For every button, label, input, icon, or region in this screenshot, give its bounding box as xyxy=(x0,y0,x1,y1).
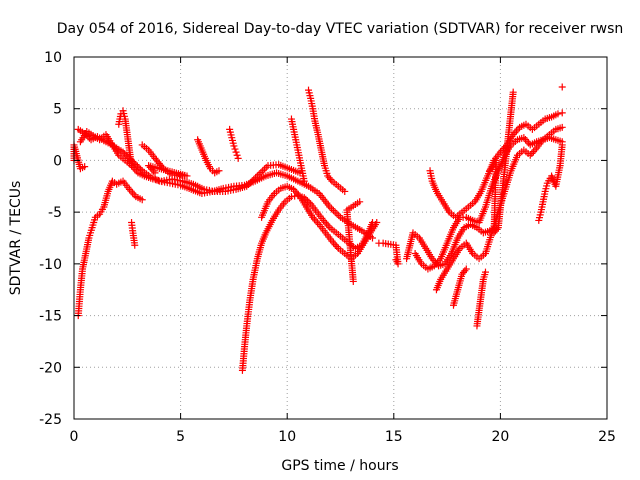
data-point xyxy=(330,239,338,247)
data-point xyxy=(121,150,129,158)
x-tick-labels: 0 5 10 15 20 25 xyxy=(70,429,616,445)
data-point xyxy=(558,109,566,117)
x-tick-label: 10 xyxy=(278,429,296,445)
data-point xyxy=(462,265,470,273)
data-point xyxy=(512,127,520,135)
data-point xyxy=(128,162,136,170)
y-axis-label: SDTVAR / TECUs xyxy=(8,181,24,296)
data-point xyxy=(341,187,349,195)
series-arc-d xyxy=(115,107,136,170)
x-tick-label: 15 xyxy=(385,429,403,445)
series-arc-i xyxy=(258,182,381,263)
data-point xyxy=(509,88,517,96)
data-point xyxy=(119,148,127,156)
data-point xyxy=(233,151,241,159)
data-point xyxy=(373,218,381,226)
series-arc-o xyxy=(411,134,566,273)
y-tick-label: -20 xyxy=(39,360,62,376)
data-point xyxy=(151,169,159,177)
data-point xyxy=(329,206,337,214)
data-point xyxy=(558,123,566,131)
data-point xyxy=(331,241,339,249)
axis-ticks xyxy=(73,56,608,420)
chart-title: Day 054 of 2016, Sidereal Day-to-day VTE… xyxy=(57,21,624,37)
data-point xyxy=(333,210,341,218)
y-tick-label: -15 xyxy=(39,309,62,325)
data-point xyxy=(521,135,529,143)
data-point xyxy=(327,175,335,183)
y-tick-label: -25 xyxy=(39,412,62,428)
series-arc-u xyxy=(535,141,566,224)
series-arc-p xyxy=(426,109,566,221)
grid-lines xyxy=(74,57,607,419)
data-marks xyxy=(70,83,566,374)
series-arc-e xyxy=(128,218,139,249)
x-tick-label: 0 xyxy=(70,429,79,445)
data-point xyxy=(335,212,343,220)
plot-frame xyxy=(73,56,608,420)
series-arc-r xyxy=(449,265,470,309)
data-point xyxy=(232,148,240,156)
y-tick-label: 5 xyxy=(53,102,62,118)
data-point xyxy=(300,177,308,185)
y-tick-label: 0 xyxy=(53,153,62,169)
data-point xyxy=(259,167,267,175)
data-point xyxy=(127,187,135,195)
data-point xyxy=(554,110,562,118)
x-axis-label: GPS time / hours xyxy=(281,458,398,474)
data-point xyxy=(81,163,89,171)
data-point xyxy=(131,241,139,249)
series-arc-t xyxy=(486,83,566,237)
data-point xyxy=(122,151,130,159)
series-arc-h xyxy=(238,192,376,374)
data-point xyxy=(368,234,376,242)
series-arc-k xyxy=(305,86,349,195)
data-point xyxy=(333,243,341,251)
x-tick-label: 20 xyxy=(491,429,509,445)
y-tick-label: 10 xyxy=(44,50,62,66)
series-arc-f xyxy=(194,136,223,177)
series-arc-g xyxy=(226,125,242,162)
series-arc-s xyxy=(473,268,489,330)
data-point xyxy=(328,205,336,213)
data-point xyxy=(481,268,489,276)
data-point xyxy=(260,165,268,173)
data-point xyxy=(138,196,146,204)
x-tick-label: 25 xyxy=(598,429,616,445)
series-arc-q xyxy=(432,123,566,294)
series-arc-b xyxy=(76,127,304,195)
y-tick-label: -5 xyxy=(48,205,62,221)
series-arc-j xyxy=(287,115,308,185)
series-arc-c xyxy=(74,177,146,320)
data-point xyxy=(493,225,501,233)
data-point xyxy=(129,189,137,197)
y-tick-label: -10 xyxy=(39,257,62,273)
data-point xyxy=(392,256,400,264)
data-point xyxy=(215,167,223,175)
data-point xyxy=(230,142,238,150)
series-arc-m xyxy=(375,239,402,268)
data-point xyxy=(528,149,536,157)
y-tick-labels: -25 -20 -15 -10 -5 0 5 10 xyxy=(39,50,62,428)
x-tick-label: 5 xyxy=(176,429,185,445)
data-point xyxy=(234,154,242,162)
data-point xyxy=(558,141,566,149)
data-point xyxy=(231,145,239,153)
data-point xyxy=(331,208,339,216)
data-point xyxy=(461,267,469,275)
data-point xyxy=(558,83,566,91)
data-point xyxy=(356,198,364,206)
series-arc-l xyxy=(343,198,364,285)
